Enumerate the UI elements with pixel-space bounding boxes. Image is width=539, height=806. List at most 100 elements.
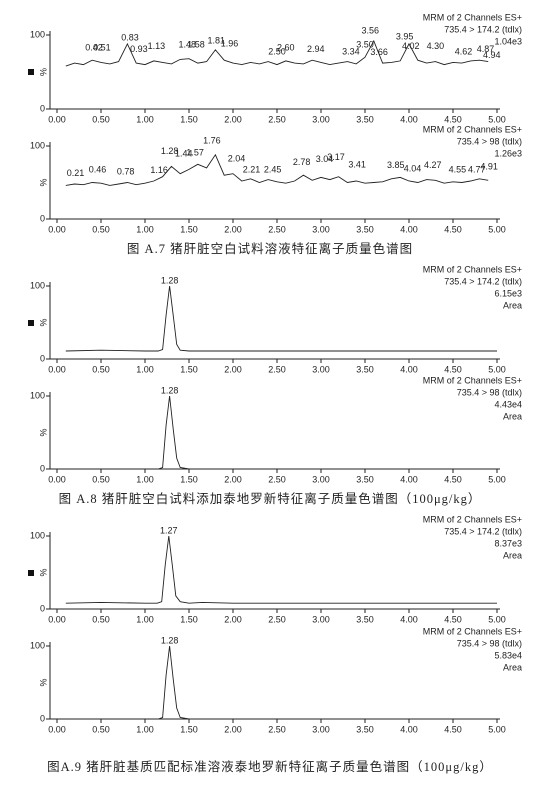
peak-label: 1.76	[203, 135, 221, 145]
caption: 图A.9 猪肝脏基质匹配标准溶液泰地罗新特征离子质量色谱图（100μg/kg）	[47, 759, 493, 774]
channel-header: 1.04e3	[494, 36, 522, 46]
peak-label: 1.81	[208, 35, 226, 45]
x-tick-label: 0.50	[92, 224, 110, 234]
peak-label: 0.46	[89, 164, 107, 174]
peak-label: 0.83	[121, 32, 139, 42]
x-tick-label: 4.50	[444, 364, 462, 374]
x-tick-label: 2.50	[268, 224, 286, 234]
peak-label: 3.17	[327, 152, 345, 162]
x-tick-label: 4.50	[444, 114, 462, 124]
y-tick-label: 0	[40, 603, 45, 613]
x-tick-label: 4.00	[400, 474, 418, 484]
trace	[65, 39, 489, 67]
channel-header: MRM of 2 Channels ES+	[423, 514, 522, 524]
peak-label: 4.87	[477, 44, 495, 54]
x-tick-label: 2.50	[268, 364, 286, 374]
x-tick-label: 2.50	[268, 614, 286, 624]
x-tick-label: 4.00	[400, 724, 418, 734]
x-tick-label: 1.50	[180, 724, 198, 734]
y-tick-label: 0	[40, 463, 45, 473]
peak-label: 0.51	[93, 43, 111, 53]
x-tick-label: 0.00	[48, 724, 66, 734]
trace	[65, 645, 497, 720]
x-tick-label: 3.50	[356, 114, 374, 124]
peak-label: 4.02	[402, 41, 420, 51]
channel-header: 8.37e3	[494, 538, 522, 548]
channel-header: MRM of 2 Channels ES+	[423, 626, 522, 636]
x-tick-label: 0.50	[92, 614, 110, 624]
marker	[28, 69, 34, 75]
channel-header: 4.43e4	[494, 399, 522, 409]
x-tick-label: 5.00	[488, 724, 506, 734]
marker	[28, 570, 34, 576]
trace	[65, 153, 489, 186]
peak-label: 3.66	[370, 47, 388, 57]
x-tick-label: 5.00	[488, 114, 506, 124]
peak-label: 1.44	[175, 148, 193, 158]
peak-label: 1.28	[161, 385, 179, 395]
peak-label: 1.28	[161, 635, 179, 645]
peak-label: 2.78	[293, 157, 311, 167]
x-tick-label: 2.00	[224, 364, 242, 374]
x-tick-label: 3.00	[312, 724, 330, 734]
y-axis-label: %	[38, 318, 48, 326]
peak-label: 4.91	[480, 162, 498, 172]
x-tick-label: 4.00	[400, 224, 418, 234]
x-tick-label: 5.00	[488, 474, 506, 484]
x-tick-label: 4.00	[400, 114, 418, 124]
x-tick-label: 2.00	[224, 114, 242, 124]
trace	[65, 395, 497, 470]
y-tick-label: 100	[30, 390, 45, 400]
channel-header: Area	[503, 550, 522, 560]
y-axis-label: %	[38, 178, 48, 186]
x-tick-label: 4.50	[444, 724, 462, 734]
y-tick-label: 100	[30, 29, 45, 39]
peak-label: 0.78	[117, 167, 135, 177]
x-tick-label: 3.00	[312, 474, 330, 484]
x-tick-label: 1.50	[180, 364, 198, 374]
y-tick-label: 100	[30, 640, 45, 650]
y-tick-label: 100	[30, 280, 45, 290]
y-axis-label: %	[38, 428, 48, 436]
x-tick-label: 0.00	[48, 364, 66, 374]
x-tick-label: 1.50	[180, 114, 198, 124]
channel-header: 735.4 > 98 (tdlx)	[457, 638, 522, 648]
x-tick-label: 0.50	[92, 364, 110, 374]
x-tick-label: 0.00	[48, 114, 66, 124]
peak-label: 2.45	[264, 164, 282, 174]
channel-header: MRM of 2 Channels ES+	[423, 264, 522, 274]
x-tick-label: 1.50	[180, 224, 198, 234]
peak-label: 4.27	[424, 160, 442, 170]
y-axis-label: %	[38, 568, 48, 576]
channel-header: Area	[503, 300, 522, 310]
peak-label: 1.16	[150, 165, 168, 175]
peak-label: 4.55	[449, 164, 467, 174]
channel-header: MRM of 2 Channels ES+	[423, 12, 522, 22]
channel-header: 1.26e3	[494, 148, 522, 158]
x-tick-label: 5.00	[488, 364, 506, 374]
x-tick-label: 0.50	[92, 474, 110, 484]
peak-label: 2.21	[243, 164, 261, 174]
x-tick-label: 3.00	[312, 224, 330, 234]
x-tick-label: 2.50	[268, 114, 286, 124]
x-tick-label: 2.00	[224, 724, 242, 734]
x-tick-label: 2.00	[224, 614, 242, 624]
y-axis-label: %	[38, 68, 48, 76]
y-tick-label: 100	[30, 530, 45, 540]
peak-label: 1.27	[160, 525, 178, 535]
peak-label: 1.28	[161, 275, 179, 285]
x-tick-label: 3.50	[356, 614, 374, 624]
x-tick-label: 1.00	[136, 224, 154, 234]
channel-header: 735.4 > 174.2 (tdlx)	[444, 24, 522, 34]
x-tick-label: 0.50	[92, 724, 110, 734]
x-tick-label: 1.50	[180, 474, 198, 484]
x-tick-label: 3.50	[356, 724, 374, 734]
channel-header: 735.4 > 174.2 (tdlx)	[444, 526, 522, 536]
x-tick-label: 2.00	[224, 474, 242, 484]
peak-label: 1.28	[161, 146, 179, 156]
peak-label: 1.13	[148, 41, 166, 51]
channel-header: Area	[503, 411, 522, 421]
y-tick-label: 0	[40, 353, 45, 363]
